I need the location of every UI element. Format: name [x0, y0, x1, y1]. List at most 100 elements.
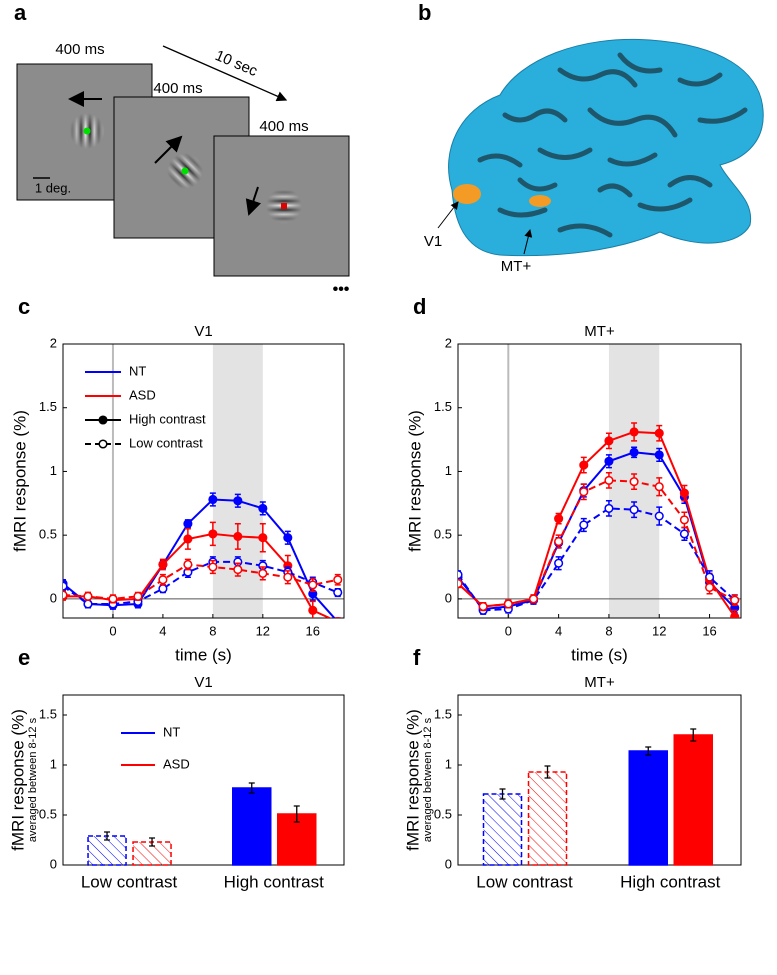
data-point	[258, 533, 268, 543]
data-point	[335, 617, 341, 618]
data-point	[478, 601, 488, 612]
y-tick-label: 1.5	[434, 706, 452, 721]
legend-label: ASD	[163, 756, 190, 771]
x-tick-label: Low contrast	[476, 872, 573, 891]
data-point	[629, 505, 639, 515]
x-tick-label: 12	[256, 623, 270, 638]
y-tick-label: 0	[445, 590, 452, 605]
y-tick-label: 0	[50, 590, 57, 605]
data-point	[208, 529, 218, 539]
series-line	[458, 451, 736, 611]
x-tick-label: 0	[109, 623, 116, 638]
error-bar	[499, 788, 506, 800]
data-point	[604, 475, 614, 485]
y-tick-label: 1	[445, 756, 452, 771]
y-tick-label: 2	[50, 335, 57, 350]
data-point	[458, 570, 463, 580]
y-axis-sublabel: averaged between 8-12 s	[422, 717, 434, 842]
data-point	[183, 519, 193, 529]
data-point	[333, 587, 343, 598]
data-point	[679, 488, 689, 498]
data-point	[503, 599, 513, 609]
data-point	[604, 436, 614, 446]
error-bar	[293, 805, 300, 823]
x-tick-label: 4	[555, 623, 562, 638]
data-point	[654, 511, 664, 521]
area-label: V1	[424, 233, 442, 250]
error-bar	[104, 831, 111, 841]
y-tick-label: 0.5	[434, 806, 452, 821]
bar	[527, 771, 568, 866]
brain	[437, 38, 764, 257]
x-tick-label: 16	[702, 623, 716, 638]
series-line	[458, 479, 736, 608]
data-point	[183, 534, 193, 544]
panel-label: b	[418, 0, 431, 25]
panel-label: c	[18, 294, 30, 319]
data-point	[654, 428, 664, 438]
x-tick-label: High contrast	[620, 872, 720, 891]
data-point	[233, 565, 243, 575]
data-point	[654, 482, 664, 492]
data-point	[629, 427, 639, 437]
data-point	[335, 617, 341, 618]
series-layer	[458, 422, 740, 618]
series-line	[458, 507, 736, 612]
x-tick-label: High contrast	[224, 872, 324, 891]
y-tick-label: 1.5	[39, 399, 57, 414]
data-point	[308, 605, 318, 615]
data-point	[308, 580, 318, 590]
data-point	[208, 494, 218, 505]
data-point	[604, 456, 614, 466]
y-tick-label: 1.5	[39, 706, 57, 721]
error-bar	[334, 617, 341, 618]
data-point	[604, 503, 614, 513]
error-bar	[645, 746, 652, 756]
data-point	[258, 503, 268, 513]
y-tick-label: 0.5	[434, 527, 452, 542]
plot-frame	[457, 343, 742, 619]
data-point	[108, 594, 118, 604]
data-point	[629, 447, 639, 457]
x-tick-label: 8	[209, 623, 216, 638]
data-point	[579, 520, 589, 530]
data-point	[705, 582, 715, 592]
y-axis-label: fMRI response (%)	[10, 410, 29, 552]
y-axis-label: fMRI response (%)	[405, 410, 424, 552]
stimulus-3	[213, 135, 350, 277]
data-point	[63, 581, 68, 591]
data-point	[579, 487, 589, 497]
data-point	[208, 562, 218, 572]
panel-label: d	[413, 294, 426, 319]
y-tick-label: 0	[445, 856, 452, 871]
y-axis-sublabel: averaged between 8-12 s	[27, 717, 39, 842]
x-tick-label: Low contrast	[81, 872, 178, 891]
y-tick-label: 0	[50, 856, 57, 871]
y-tick-label: 1	[50, 463, 57, 478]
y-tick-label: 1	[445, 463, 452, 478]
y-tick-label: 1	[50, 756, 57, 771]
data-point	[258, 568, 268, 578]
data-point	[133, 591, 143, 601]
panel-label: a	[14, 0, 27, 25]
interval-label: 10 sec	[213, 47, 261, 80]
x-tick-label: 4	[159, 623, 166, 638]
data-point	[158, 584, 168, 594]
ellipsis: •••	[333, 281, 350, 298]
data-point	[730, 595, 740, 605]
data-point	[579, 460, 589, 470]
scale-label: 1 deg.	[35, 180, 71, 195]
error-bar	[334, 617, 341, 618]
error-bar	[544, 765, 551, 779]
legend-label: NT	[129, 363, 146, 378]
data-point	[183, 559, 193, 570]
data-point	[283, 533, 293, 543]
x-tick-label: 16	[306, 623, 320, 638]
data-point	[458, 579, 463, 589]
data-point	[730, 612, 740, 618]
data-point	[629, 477, 639, 487]
area-label: MT+	[501, 258, 532, 275]
series-line	[458, 430, 736, 618]
x-tick-label: 0	[505, 623, 512, 638]
x-axis-label: time (s)	[175, 645, 232, 664]
